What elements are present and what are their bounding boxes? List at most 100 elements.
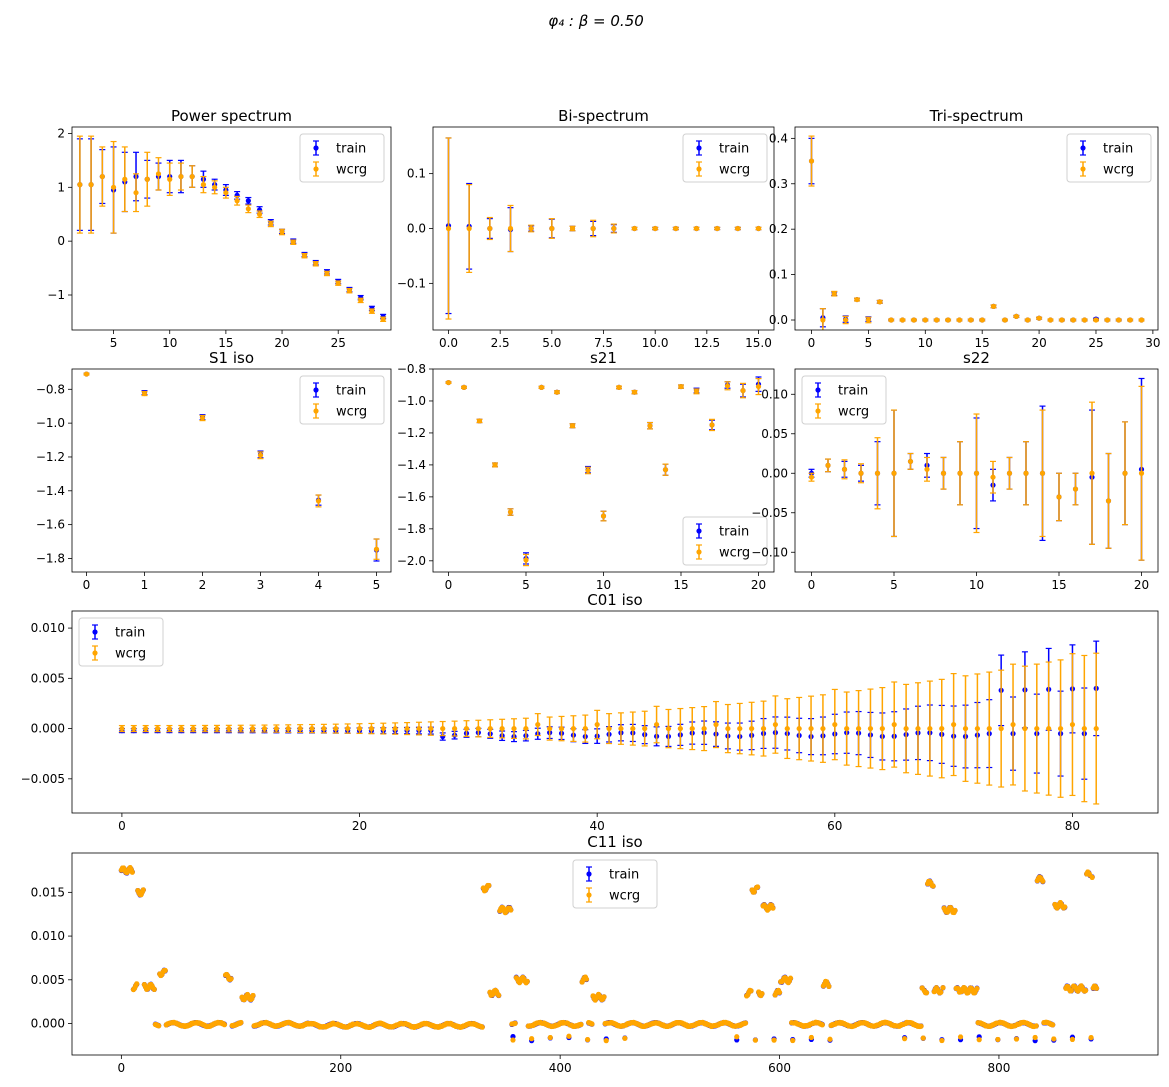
data-point <box>238 1019 244 1026</box>
data-point <box>1001 317 1008 323</box>
data-point <box>368 722 375 735</box>
data-point <box>156 1023 162 1029</box>
data-point <box>142 724 149 733</box>
data-point <box>606 713 613 745</box>
data-point <box>583 976 590 982</box>
data-point <box>76 135 83 234</box>
legend: train wcrg <box>78 617 164 667</box>
data-point <box>245 196 252 205</box>
data-point <box>600 510 607 522</box>
data-point <box>770 905 776 911</box>
data-point <box>594 709 601 740</box>
x-tick-label: 10 <box>596 578 611 592</box>
legend: train wcrg <box>299 133 385 183</box>
plot-area <box>445 376 762 567</box>
data-point <box>570 715 577 742</box>
data-point <box>373 538 380 560</box>
data-point <box>510 1037 516 1043</box>
x-tick-label: 20 <box>1134 578 1149 592</box>
data-point <box>83 371 90 377</box>
legend-label: train <box>838 384 868 399</box>
data-point <box>1088 1035 1094 1041</box>
legend-item-train: train <box>1080 140 1133 157</box>
x-tick-label: 15.0 <box>745 336 772 350</box>
y-tick-label: −0.1 <box>397 276 426 290</box>
data-point <box>118 724 125 733</box>
data-point <box>974 985 980 992</box>
data-point <box>578 1021 584 1028</box>
data-point <box>507 204 514 253</box>
data-point <box>199 414 206 422</box>
data-point <box>1089 401 1095 545</box>
data-point <box>466 184 473 273</box>
data-point <box>445 137 452 320</box>
data-point <box>876 299 883 305</box>
panel-title: Bi-spectrum <box>558 107 649 125</box>
legend-label: wcrg <box>1103 163 1134 178</box>
legend: train wcrg <box>682 133 768 183</box>
data-point <box>211 180 218 195</box>
data-point <box>631 389 638 395</box>
legend: train wcrg <box>299 375 385 425</box>
data-point <box>755 377 762 396</box>
y-tick-label: −1.6 <box>36 518 65 532</box>
data-point <box>301 252 308 259</box>
data-point <box>279 228 286 236</box>
data-point <box>622 1035 628 1041</box>
legend-label: train <box>1103 142 1133 157</box>
data-point <box>938 678 945 779</box>
data-point <box>475 719 482 738</box>
legend-label: wcrg <box>719 163 750 178</box>
x-tick-label: 12.5 <box>693 336 720 350</box>
data-point <box>827 1036 833 1042</box>
data-point <box>771 1037 777 1043</box>
data-point <box>689 706 696 751</box>
data-point <box>486 882 492 889</box>
y-tick-label: −0.8 <box>36 382 65 396</box>
data-point <box>356 723 363 735</box>
data-point <box>601 994 607 1000</box>
data-point <box>808 695 815 762</box>
legend-label: wcrg <box>838 405 869 420</box>
data-point <box>772 695 779 754</box>
data-point <box>155 157 162 191</box>
data-point <box>492 462 498 468</box>
data-point <box>940 456 947 490</box>
data-point <box>923 990 930 996</box>
data-point <box>346 287 353 294</box>
x-tick-label: 5 <box>865 336 873 350</box>
axes-frame <box>71 126 392 331</box>
legend-item-train: train <box>313 140 366 157</box>
data-point <box>140 887 146 893</box>
data-point <box>566 1033 572 1039</box>
panel-s21: s21 0 5 10 15 20 −2.0 −1.8 −1.6 −1.4 −1.2 −1.0 −0.8 t… <box>397 349 775 592</box>
data-point <box>874 437 881 510</box>
x-tick-label: 600 <box>768 1061 791 1075</box>
axes-frame <box>71 610 1159 814</box>
data-point <box>511 718 518 739</box>
y-tick-label: −2.0 <box>397 554 426 568</box>
y-tick-label: 0.005 <box>31 973 65 987</box>
data-point <box>320 723 327 734</box>
data-point <box>891 409 897 538</box>
legend-label: train <box>115 626 145 641</box>
data-point <box>141 390 148 397</box>
data-point <box>918 1023 924 1029</box>
data-point <box>1051 1036 1057 1042</box>
data-point <box>547 1034 553 1041</box>
data-point <box>796 696 803 761</box>
data-point <box>826 983 832 989</box>
y-tick-label: −0.005 <box>21 772 65 786</box>
y-tick-label: 0.1 <box>407 167 426 181</box>
data-point <box>151 986 157 992</box>
legend-label: wcrg <box>336 163 367 178</box>
x-tick-label: 2.5 <box>491 336 510 350</box>
data-point <box>751 889 757 895</box>
y-tick-label: −1.2 <box>36 450 65 464</box>
data-point <box>427 721 434 736</box>
data-point <box>486 216 493 241</box>
data-point <box>88 135 95 234</box>
x-tick-label: 20 <box>751 578 766 592</box>
x-tick-label: 5 <box>522 578 530 592</box>
data-point <box>1047 317 1054 323</box>
